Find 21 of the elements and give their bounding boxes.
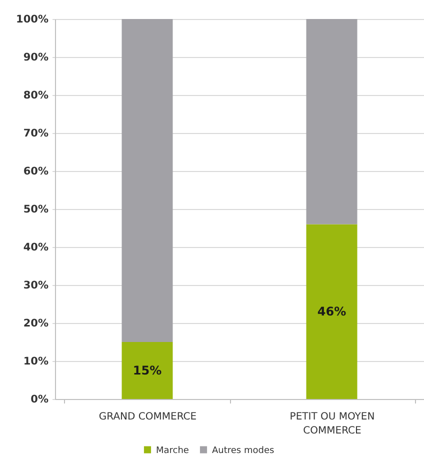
y-tick-label: 80% [23,90,49,102]
y-tick-label: 0% [30,394,49,406]
data-label: 46% [317,304,346,319]
y-tick-label: 50% [23,204,49,216]
y-tick-label: 20% [23,318,49,330]
x-tick-label: PETIT OU MOYEN COMMERCE [290,412,375,436]
bar [122,342,173,399]
y-tick-label: 30% [23,280,49,292]
bar [306,224,358,399]
data-label: 15% [132,364,162,378]
legend-label: Marche [156,446,190,456]
bar [122,19,173,342]
bar [306,19,358,224]
y-tick-label: 60% [23,166,49,178]
y-tick-label: 90% [23,52,49,64]
y-tick-label: 100% [16,14,49,26]
legend-label: Autres modes [212,446,274,456]
y-tick-label: 40% [23,242,49,254]
x-tick-label: GRAND COMMERCE [98,412,197,422]
y-tick-label: 10% [23,356,49,368]
y-tick-label: 70% [23,128,49,140]
